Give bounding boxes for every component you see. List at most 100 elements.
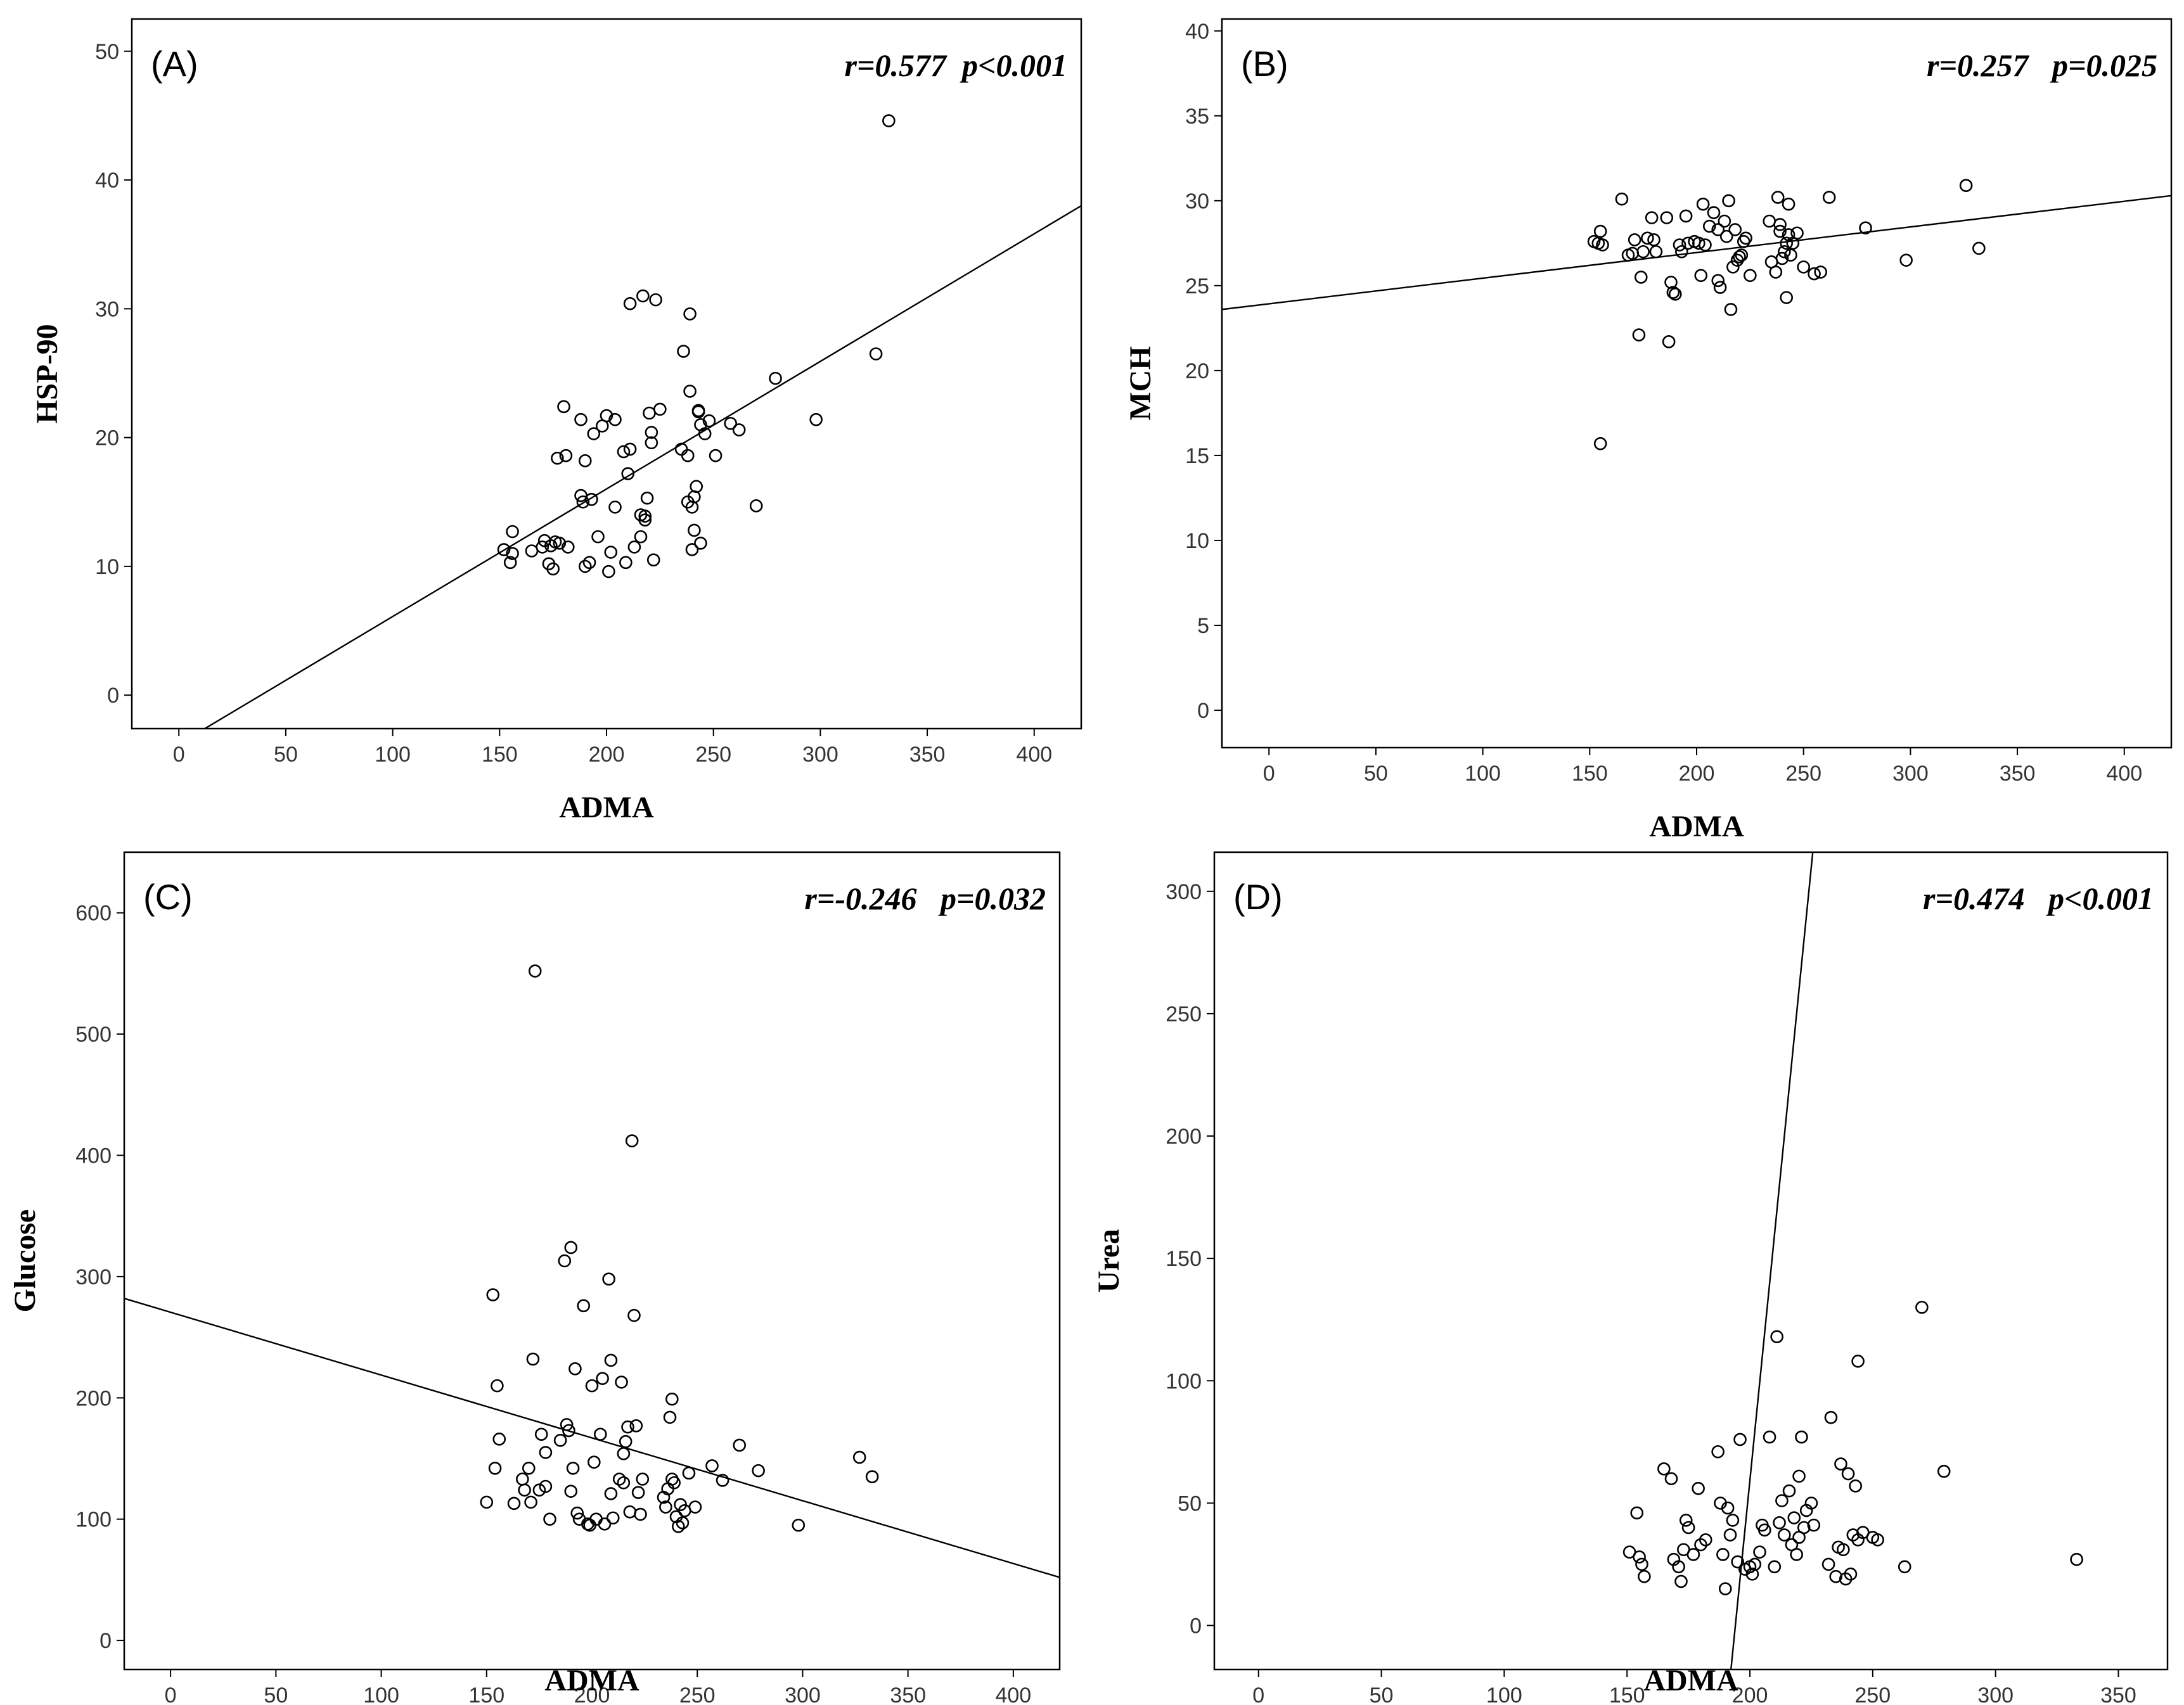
data-point	[564, 1485, 578, 1498]
data-point	[809, 412, 823, 426]
data-point	[1871, 1533, 1884, 1547]
x-tick-label: 300	[802, 743, 838, 767]
y-tick-label: 10	[95, 555, 119, 579]
x-tick-label: 250	[679, 1683, 716, 1705]
y-axis-title: MCH	[1124, 346, 1157, 420]
data-point	[585, 1379, 599, 1393]
panel-c: 0 50 100 150 200 250 300 350 400 0 100 200 300 400 500…	[8, 851, 1061, 1705]
data-point	[515, 1472, 529, 1486]
data-point	[600, 409, 613, 423]
y-tick-label: 100	[75, 1508, 112, 1532]
data-points	[480, 964, 879, 1533]
data-point	[491, 1379, 504, 1393]
data-point	[522, 1461, 536, 1475]
plot-frame	[1213, 851, 2169, 1671]
data-point	[497, 543, 511, 556]
data-point	[608, 412, 622, 426]
data-point	[1660, 211, 1674, 224]
data-point	[506, 525, 519, 539]
data-point	[752, 1464, 765, 1478]
data-point	[733, 1438, 747, 1452]
data-point	[1768, 1560, 1782, 1574]
correlation-stat: r=-0.246 p=0.032	[804, 881, 1046, 916]
y-tick-label: 100	[1166, 1369, 1202, 1393]
data-point	[634, 530, 648, 544]
data-point	[1780, 291, 1794, 304]
data-point	[617, 1447, 631, 1460]
x-tick-label: 150	[1572, 762, 1608, 786]
data-point	[1773, 224, 1787, 238]
data-point	[688, 1500, 702, 1514]
data-point	[1630, 1506, 1644, 1520]
data-point	[638, 513, 652, 527]
y-axis-title: Urea	[1092, 1229, 1126, 1293]
x-tick-label: 400	[1016, 743, 1052, 767]
x-tick-label: 50	[1370, 1683, 1394, 1705]
x-tick-label: 0	[165, 1683, 177, 1705]
data-point	[1662, 335, 1676, 348]
data-point	[1787, 1511, 1801, 1524]
data-point	[1668, 287, 1682, 301]
data-point	[1728, 223, 1742, 236]
data-point	[625, 1134, 639, 1147]
y-tick-label: 600	[75, 902, 112, 926]
data-point	[623, 1505, 637, 1519]
data-point	[1782, 197, 1795, 211]
data-point	[528, 964, 542, 978]
data-point	[1777, 1528, 1791, 1542]
data-point	[1797, 260, 1810, 274]
data-point	[566, 1461, 580, 1475]
data-point	[1641, 231, 1654, 245]
y-tick-label: 150	[1166, 1247, 1202, 1271]
data-point	[1699, 238, 1712, 252]
data-point	[1807, 1518, 1821, 1532]
data-point	[638, 509, 652, 523]
y-tick-label: 0	[1197, 699, 1209, 723]
data-point	[1626, 246, 1640, 260]
data-point	[1686, 1548, 1700, 1561]
data-point	[1859, 221, 1872, 235]
data-point	[869, 347, 883, 361]
data-point	[1790, 1548, 1803, 1561]
data-point	[653, 402, 667, 416]
data-point	[619, 556, 633, 570]
data-point	[627, 1308, 641, 1322]
data-point	[1694, 269, 1708, 283]
data-point	[716, 1474, 729, 1487]
data-point	[543, 1512, 556, 1526]
data-point	[536, 540, 549, 554]
data-point	[1797, 1521, 1811, 1535]
data-point	[525, 544, 539, 558]
correlation-stat: r=0.577 p<0.001	[845, 48, 1067, 83]
data-point	[685, 543, 699, 556]
y-tick-label: 10	[1185, 529, 1209, 553]
y-tick-label: 300	[1166, 880, 1202, 904]
data-point	[596, 1372, 609, 1385]
data-point	[602, 565, 615, 578]
data-point	[539, 1446, 553, 1459]
data-point	[619, 1434, 633, 1448]
data-point	[1664, 1472, 1678, 1486]
data-point	[1821, 1557, 1835, 1571]
data-point	[882, 114, 896, 127]
data-point	[558, 1254, 572, 1268]
data-point	[577, 1299, 591, 1313]
x-tick-label: 50	[1364, 762, 1388, 786]
data-point	[1672, 1560, 1685, 1574]
data-point	[617, 445, 631, 459]
data-point	[1773, 1516, 1786, 1529]
data-point	[1814, 265, 1827, 279]
data-point	[705, 1459, 719, 1472]
data-point	[1849, 1479, 1863, 1493]
data-point	[1726, 1514, 1740, 1527]
data-point	[1780, 236, 1794, 250]
data-point	[1649, 245, 1663, 259]
data-point	[683, 385, 697, 398]
data-point	[631, 1486, 645, 1499]
data-point	[636, 1472, 650, 1486]
x-tick-label: 200	[1679, 762, 1715, 786]
y-tick-label: 50	[1178, 1491, 1202, 1516]
data-point	[623, 297, 637, 310]
data-point	[1716, 1548, 1730, 1561]
data-point	[1745, 1568, 1759, 1581]
